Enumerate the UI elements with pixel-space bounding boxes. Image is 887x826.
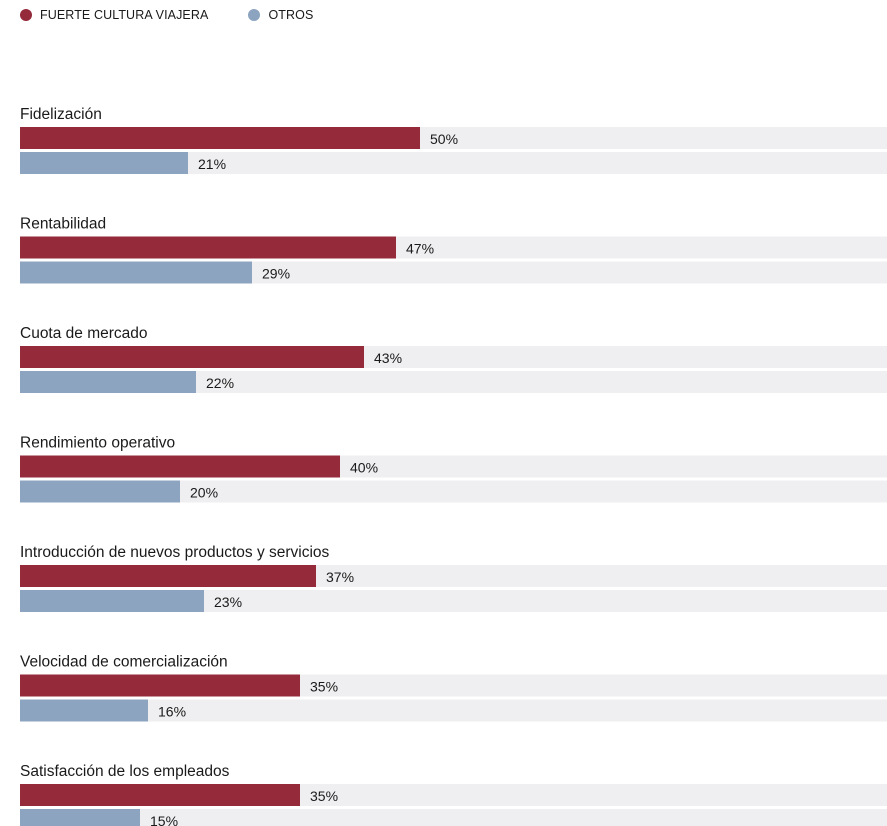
data-label-fuerte-cultura-viajera-rendimiento-operativo: 40% [350,460,378,476]
bar-fuerte-cultura-viajera-rentabilidad [20,236,396,259]
data-label-otros-cuota-de-mercado: 22% [206,375,234,391]
bar-otros-cuota-de-mercado [20,371,196,393]
bar-fuerte-cultura-viajera-fidelizacion [20,127,420,149]
legend-label-fuerte-cultura-viajera: FUERTE CULTURA VIAJERA [40,8,209,22]
bar-track-fidelizacion-b [20,152,887,174]
bar-otros-introduccion-de-nuevos-productos-y-servicios [20,590,204,612]
data-label-otros-rentabilidad: 29% [262,266,290,282]
legend-item-fuerte-cultura-viajera: FUERTE CULTURA VIAJERA [20,8,208,22]
data-label-fuerte-cultura-viajera-velocidad-de-comercializacion: 35% [310,679,338,695]
bar-otros-rendimiento-operativo [20,480,180,503]
data-label-otros-rendimiento-operativo: 20% [190,485,218,501]
category-label-cuota-de-mercado: Cuota de mercado [20,325,148,342]
chart-legend: FUERTE CULTURA VIAJERA OTROS [20,8,353,22]
category-label-velocidad-de-comercializacion: Velocidad de comercialización [20,654,228,671]
data-label-fuerte-cultura-viajera-introduccion-de-nuevos-productos-y-servicios: 37% [326,569,354,585]
bar-fuerte-cultura-viajera-velocidad-de-comercializacion [20,674,300,697]
legend-item-otros: OTROS [248,8,313,22]
category-label-satisfaccion-de-los-empleados: Satisfacción de los empleados [20,763,230,780]
data-label-otros-fidelizacion: 21% [198,156,226,172]
legend-label-otros: OTROS [268,8,314,22]
data-label-fuerte-cultura-viajera-rentabilidad: 47% [406,241,434,257]
category-label-rendimiento-operativo: Rendimiento operativo [20,435,175,452]
bar-otros-rentabilidad [20,261,252,284]
data-label-otros-velocidad-de-comercializacion: 16% [158,704,186,720]
data-label-fuerte-cultura-viajera-fidelizacion: 50% [430,131,458,147]
bar-track-satisfaccion-de-los-empleados-b [20,809,887,826]
legend-swatch-fuerte-cultura-viajera [20,9,32,21]
category-label-introduccion-de-nuevos-productos-y-servicios: Introducción de nuevos productos y servi… [20,544,330,561]
category-label-rentabilidad: Rentabilidad [20,216,106,233]
bar-track-rendimiento-operativo-b [20,480,887,503]
data-label-fuerte-cultura-viajera-cuota-de-mercado: 43% [374,350,402,366]
bar-otros-fidelizacion [20,152,188,174]
bar-fuerte-cultura-viajera-introduccion-de-nuevos-productos-y-servicios [20,565,316,587]
bar-track-introduccion-de-nuevos-productos-y-servicios-b [20,590,887,612]
data-label-otros-satisfaccion-de-los-empleados: 15% [150,813,178,826]
legend-swatch-otros [248,9,261,21]
bar-otros-satisfaccion-de-los-empleados [20,809,140,826]
bar-fuerte-cultura-viajera-cuota-de-mercado [20,346,364,368]
bar-fuerte-cultura-viajera-rendimiento-operativo [20,455,340,478]
bar-fuerte-cultura-viajera-satisfaccion-de-los-empleados [20,784,300,806]
category-label-fidelizacion: Fidelización [20,106,102,123]
data-label-fuerte-cultura-viajera-satisfaccion-de-los-empleados: 35% [310,788,338,804]
bar-track-velocidad-de-comercializacion-b [20,699,887,722]
bar-track-cuota-de-mercado-b [20,371,887,393]
data-label-otros-introduccion-de-nuevos-productos-y-servicios: 23% [214,594,242,610]
bar-otros-velocidad-de-comercializacion [20,699,148,722]
